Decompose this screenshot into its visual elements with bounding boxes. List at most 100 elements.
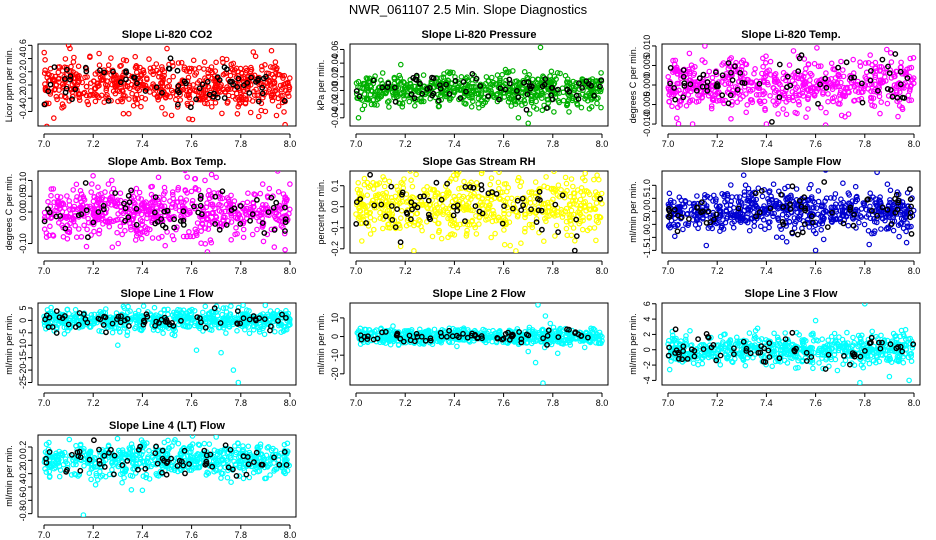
data-point (142, 229, 148, 235)
data-point (54, 96, 60, 103)
data-point (719, 62, 725, 68)
data-point (434, 204, 441, 211)
reference-point (784, 73, 791, 80)
reference-point (212, 221, 219, 227)
data-point (459, 195, 465, 202)
data-point (551, 171, 557, 175)
data-point (815, 86, 822, 92)
data-point (274, 307, 281, 314)
reference-point (555, 229, 561, 236)
data-point (234, 111, 241, 117)
y-axis-label: Licor ppm per min. (4, 48, 14, 123)
data-point (254, 92, 261, 99)
data-point (508, 103, 515, 109)
reference-point (100, 202, 107, 209)
data-point (457, 221, 463, 228)
reference-point (549, 85, 556, 91)
data-point (164, 83, 171, 90)
data-point (491, 94, 497, 101)
data-point (59, 222, 65, 229)
data-point (688, 62, 695, 68)
reference-point (729, 77, 736, 84)
data-point (161, 191, 167, 197)
data-point (778, 226, 785, 233)
data-point (135, 195, 142, 201)
data-point (271, 74, 278, 81)
data-point (96, 328, 102, 334)
data-point (120, 95, 126, 102)
reference-point (542, 76, 549, 82)
data-point (96, 94, 102, 101)
data-point (780, 106, 787, 112)
data-point (736, 67, 742, 73)
reference-point (177, 218, 184, 224)
data-point (62, 205, 68, 212)
y-tick-label: 0.02 (330, 68, 340, 86)
data-point (116, 88, 123, 95)
data-point (813, 205, 820, 211)
x-tick-label: 7.6 (809, 139, 822, 149)
data-point (149, 235, 156, 241)
reference-point (246, 90, 253, 96)
x-tick-label: 8.0 (596, 266, 609, 276)
data-point (841, 204, 848, 211)
data-point (119, 87, 126, 94)
reference-point (268, 194, 275, 201)
data-point (798, 209, 804, 216)
data-point (424, 184, 430, 190)
data-point (91, 228, 97, 235)
data-point (763, 53, 769, 60)
data-point (220, 217, 226, 223)
data-point (570, 225, 577, 231)
data-point (200, 309, 206, 316)
data-point (760, 217, 767, 223)
data-point (418, 223, 424, 230)
data-point (528, 99, 535, 106)
reference-point (907, 214, 914, 221)
y-tick-label: -25 (18, 376, 28, 389)
data-point (278, 223, 285, 229)
reference-point (703, 83, 710, 90)
reference-point (732, 63, 738, 70)
data-point (807, 77, 813, 83)
data-point (242, 210, 249, 216)
reference-point (822, 75, 829, 82)
data-point (63, 83, 70, 90)
data-point (595, 88, 601, 95)
data-point (568, 176, 575, 182)
reference-point (489, 189, 495, 196)
data-point (435, 220, 441, 227)
data-point (783, 99, 790, 105)
data-point (42, 67, 48, 74)
reference-point (477, 83, 484, 89)
reference-point (171, 224, 178, 231)
x-tick-label: 8.0 (284, 266, 297, 276)
data-point (282, 194, 289, 200)
data-point (122, 83, 129, 89)
data-point (220, 71, 227, 78)
data-point (209, 210, 215, 217)
data-point (680, 226, 686, 233)
data-point (832, 201, 839, 208)
reference-point (353, 199, 360, 206)
data-point (48, 304, 54, 311)
data-point (806, 82, 813, 88)
data-point (273, 112, 280, 119)
data-point (479, 196, 486, 202)
data-point (184, 174, 191, 180)
reference-point (674, 228, 681, 235)
data-point (268, 94, 275, 101)
reference-point (244, 80, 251, 86)
reference-point (67, 76, 74, 83)
data-point (835, 72, 842, 78)
reference-point (261, 316, 268, 322)
reference-point (261, 230, 268, 236)
reference-point (875, 87, 881, 94)
data-point (563, 218, 570, 225)
reference-point (217, 320, 224, 326)
data-point (106, 223, 113, 230)
x-tick-label: 7.8 (859, 139, 872, 149)
data-point (563, 180, 570, 187)
x-tick-label: 8.0 (908, 266, 921, 276)
data-point (820, 236, 827, 243)
